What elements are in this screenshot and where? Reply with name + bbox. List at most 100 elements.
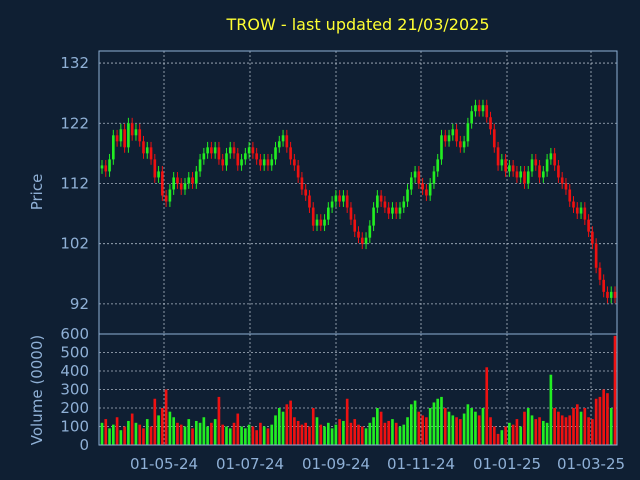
- volume-bar: [387, 420, 390, 445]
- candle-body: [542, 171, 545, 178]
- volume-tick-label: 0: [79, 436, 89, 454]
- candle-body: [179, 183, 183, 190]
- candle-body: [111, 135, 115, 160]
- candle-body: [304, 189, 308, 196]
- candle-body: [466, 123, 470, 142]
- candle-body: [285, 135, 289, 148]
- volume-bar: [553, 408, 556, 445]
- candle-body: [447, 135, 451, 142]
- volume-bar: [323, 426, 326, 445]
- candle-body: [568, 189, 572, 202]
- volume-tick-label: 500: [60, 344, 89, 362]
- candle-body: [398, 207, 402, 214]
- candle-body: [360, 237, 364, 244]
- volume-bar: [606, 393, 609, 445]
- volume-bar: [496, 433, 500, 445]
- volume-tick-label: 400: [60, 362, 89, 380]
- candle-body: [451, 129, 455, 136]
- candle-body: [176, 177, 179, 184]
- candle-body: [364, 237, 368, 244]
- date-tick-label: 01-01-25: [473, 455, 541, 473]
- candle-body: [406, 189, 409, 202]
- volume-bar: [360, 426, 364, 445]
- volume-bar: [534, 419, 538, 445]
- volume-bar: [459, 419, 462, 445]
- candle-body: [319, 219, 323, 226]
- candle-body: [240, 159, 243, 166]
- volume-bar: [406, 417, 409, 445]
- candle-body: [210, 147, 213, 154]
- candle-body: [489, 117, 492, 130]
- candle-body: [591, 231, 594, 244]
- candle-body: [123, 129, 126, 148]
- price-axis-label: Price: [28, 174, 46, 211]
- volume-bar: [153, 398, 157, 445]
- candle-body: [481, 105, 485, 112]
- candle-body: [538, 165, 541, 178]
- volume-bar: [511, 424, 515, 445]
- candle-body: [579, 207, 583, 214]
- volume-bar: [338, 419, 341, 445]
- volume-bar: [428, 408, 432, 445]
- volume-bar: [123, 426, 126, 445]
- candle-body: [594, 243, 598, 268]
- candle-body: [345, 195, 349, 208]
- volume-bar: [425, 417, 428, 445]
- volume-bar: [164, 389, 168, 445]
- volume-bar: [557, 411, 560, 445]
- volume-bar: [311, 408, 315, 445]
- volume-bar: [568, 415, 572, 445]
- volume-bar: [440, 396, 443, 445]
- volume-bar: [179, 424, 183, 445]
- volume-bar: [583, 408, 587, 445]
- candle-body: [194, 171, 198, 184]
- candle-body: [519, 171, 523, 178]
- candle-body: [293, 159, 296, 166]
- volume-bar: [145, 419, 149, 445]
- volume-bar: [376, 408, 379, 445]
- candle-body: [432, 171, 436, 184]
- candle-body: [308, 195, 311, 208]
- volume-bar: [470, 408, 473, 445]
- candle-body: [459, 141, 462, 148]
- volume-bar: [485, 367, 489, 445]
- volume-bar: [161, 408, 164, 445]
- volume-bar: [594, 398, 598, 445]
- candle-body: [417, 171, 421, 184]
- candle-body: [564, 183, 568, 190]
- candle-body: [164, 195, 168, 202]
- candle-body: [323, 219, 326, 226]
- volume-bar: [149, 426, 153, 445]
- volume-bar: [526, 408, 530, 445]
- date-tick-label: 01-03-25: [557, 455, 625, 473]
- volume-frame: [98, 333, 618, 446]
- volume-bar: [176, 422, 179, 445]
- candle-body: [440, 135, 443, 160]
- volume-bar: [225, 426, 228, 445]
- price-tick-label: 92: [70, 295, 89, 313]
- candle-body: [104, 165, 108, 172]
- volume-bar: [172, 417, 175, 445]
- volume-bar: [274, 415, 277, 445]
- candle-body: [130, 123, 134, 136]
- candle-body: [383, 201, 387, 208]
- volume-bar: [119, 430, 123, 445]
- volume-bar: [345, 398, 349, 445]
- candle-body: [225, 153, 228, 166]
- candle-body: [394, 207, 398, 214]
- candle-body: [409, 177, 413, 190]
- volume-bar: [481, 408, 485, 445]
- volume-bar: [413, 400, 417, 445]
- candle-body: [421, 183, 424, 190]
- volume-bar: [591, 419, 594, 445]
- volume-bar: [542, 420, 545, 445]
- candle-body: [391, 207, 394, 214]
- candle-body: [149, 147, 153, 160]
- volume-bar: [217, 396, 221, 445]
- volume-bar: [183, 426, 187, 445]
- volume-bar: [232, 422, 236, 445]
- candle-body: [413, 171, 417, 178]
- candle-body: [217, 147, 221, 160]
